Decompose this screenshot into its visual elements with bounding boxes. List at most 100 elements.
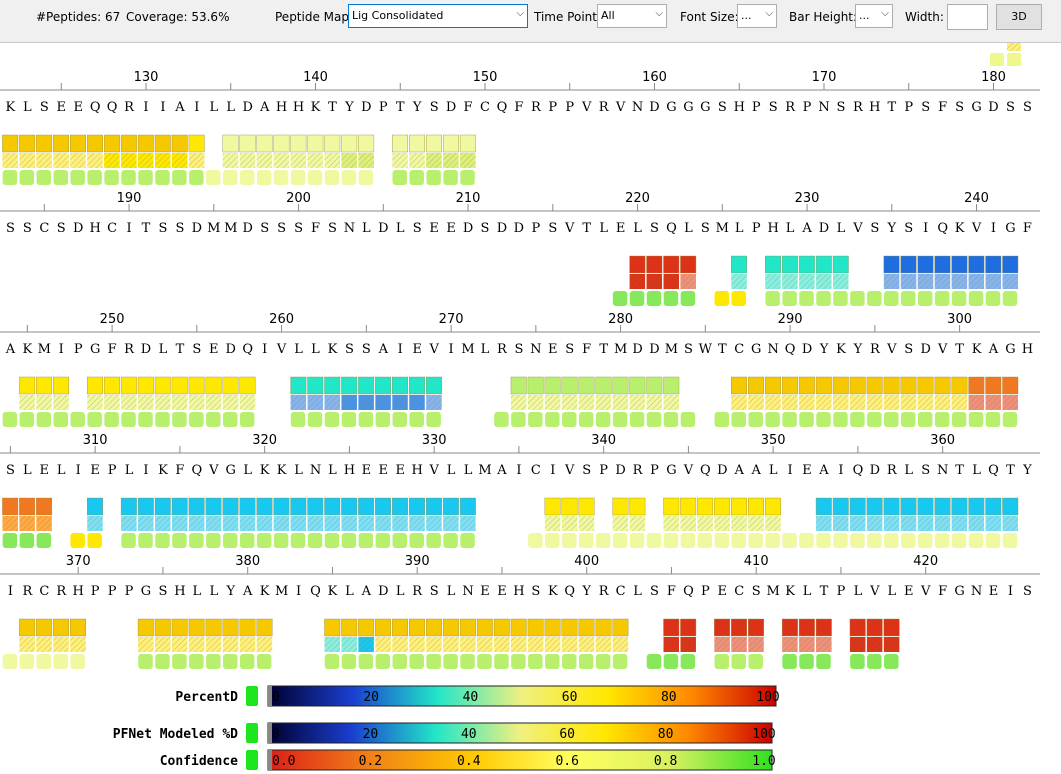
confidence-cell[interactable] bbox=[680, 533, 696, 548]
confidence-cell[interactable] bbox=[223, 654, 238, 669]
peptide-bar-cell[interactable] bbox=[171, 134, 188, 153]
confidence-cell[interactable] bbox=[748, 533, 763, 548]
peptide-bar-cell[interactable] bbox=[985, 376, 1002, 395]
peptide-bar-cell[interactable] bbox=[765, 255, 781, 274]
confidence-cell[interactable] bbox=[934, 412, 950, 427]
confidence-cell[interactable] bbox=[70, 170, 85, 185]
confidence-cell[interactable] bbox=[443, 170, 458, 185]
confidence-cell[interactable] bbox=[87, 412, 102, 427]
confidence-cell[interactable] bbox=[239, 170, 255, 185]
peptide-bar-cell[interactable] bbox=[409, 376, 425, 395]
confidence-cell[interactable] bbox=[680, 654, 696, 669]
peptide-bar-cell[interactable] bbox=[392, 376, 408, 395]
peptide-bar-cell[interactable] bbox=[442, 134, 459, 153]
3d-button[interactable]: 3D bbox=[996, 4, 1042, 30]
peptide-bar-cell[interactable] bbox=[714, 497, 731, 516]
peptide-bar-cell[interactable] bbox=[120, 376, 137, 395]
peptide-bar-cell[interactable] bbox=[934, 376, 951, 395]
confidence-cell[interactable] bbox=[663, 533, 679, 548]
confidence-cell[interactable] bbox=[172, 170, 187, 185]
confidence-cell[interactable] bbox=[1002, 291, 1018, 306]
confidence-cell[interactable] bbox=[392, 533, 408, 548]
peptide-bar-cell[interactable] bbox=[510, 376, 527, 395]
confidence-cell[interactable] bbox=[104, 412, 119, 427]
confidence-cell[interactable] bbox=[409, 654, 424, 669]
peptide-bar-cell[interactable] bbox=[883, 618, 900, 637]
confidence-cell[interactable] bbox=[782, 291, 797, 306]
peptide-bar-cell[interactable] bbox=[561, 376, 578, 395]
confidence-cell[interactable] bbox=[138, 412, 153, 427]
confidence-cell[interactable] bbox=[239, 533, 255, 548]
peptide-bar-cell[interactable] bbox=[154, 497, 171, 516]
peptide-bar-cell[interactable] bbox=[832, 497, 849, 516]
confidence-cell[interactable] bbox=[917, 533, 933, 548]
confidence-cell[interactable] bbox=[629, 412, 645, 427]
peptide-bar-cell[interactable] bbox=[646, 255, 663, 274]
confidence-cell[interactable] bbox=[206, 412, 221, 427]
confidence-cell[interactable] bbox=[595, 533, 611, 548]
peptide-bar-cell[interactable] bbox=[663, 255, 680, 274]
peptide-bar-cell[interactable] bbox=[103, 134, 120, 153]
confidence-cell[interactable] bbox=[2, 654, 18, 669]
confidence-cell[interactable] bbox=[53, 170, 69, 185]
confidence-cell[interactable] bbox=[2, 412, 18, 427]
peptide-bar-cell[interactable] bbox=[951, 497, 968, 516]
peptide-bar-cell[interactable] bbox=[731, 618, 747, 637]
peptide-bar-cell[interactable] bbox=[629, 255, 646, 274]
peptide-bar-cell[interactable] bbox=[171, 618, 188, 637]
peptide-bar-cell[interactable] bbox=[748, 618, 764, 637]
confidence-cell[interactable] bbox=[409, 170, 424, 185]
confidence-cell[interactable] bbox=[189, 170, 204, 185]
confidence-cell[interactable] bbox=[748, 654, 763, 669]
confidence-cell[interactable] bbox=[578, 654, 594, 669]
confidence-cell[interactable] bbox=[155, 654, 170, 669]
confidence-cell[interactable] bbox=[731, 533, 747, 548]
peptide-bar-cell[interactable] bbox=[866, 497, 883, 516]
confidence-cell[interactable] bbox=[612, 291, 628, 306]
confidence-cell[interactable] bbox=[2, 533, 18, 548]
confidence-cell[interactable] bbox=[460, 533, 475, 548]
confidence-cell[interactable] bbox=[494, 412, 509, 427]
confidence-cell[interactable] bbox=[121, 533, 136, 548]
peptide-bar-cell[interactable] bbox=[154, 618, 171, 637]
confidence-cell[interactable] bbox=[528, 412, 543, 427]
confidence-cell[interactable] bbox=[443, 533, 458, 548]
peptide-bar-cell[interactable] bbox=[2, 497, 19, 516]
peptide-bar-cell[interactable] bbox=[1002, 376, 1019, 395]
confidence-cell[interactable] bbox=[595, 654, 611, 669]
peptide-bar-cell[interactable] bbox=[985, 255, 1002, 274]
confidence-cell[interactable] bbox=[578, 412, 594, 427]
peptide-bar-cell[interactable] bbox=[53, 134, 69, 153]
peptide-bar-cell[interactable] bbox=[188, 497, 205, 516]
confidence-cell[interactable] bbox=[36, 170, 52, 185]
peptide-bar-cell[interactable] bbox=[629, 376, 646, 395]
confidence-cell[interactable] bbox=[816, 412, 831, 427]
confidence-cell[interactable] bbox=[901, 412, 916, 427]
confidence-cell[interactable] bbox=[392, 412, 408, 427]
confidence-cell[interactable] bbox=[562, 412, 577, 427]
confidence-cell[interactable] bbox=[341, 654, 357, 669]
confidence-cell[interactable] bbox=[172, 412, 187, 427]
peptide-bar-cell[interactable] bbox=[358, 134, 375, 153]
confidence-cell[interactable] bbox=[765, 291, 780, 306]
peptide-bar-cell[interactable] bbox=[137, 134, 154, 153]
confidence-cell[interactable] bbox=[256, 654, 272, 669]
peptide-bar-cell[interactable] bbox=[663, 618, 680, 637]
peptide-bar-cell[interactable] bbox=[341, 134, 358, 153]
confidence-cell[interactable] bbox=[714, 654, 730, 669]
confidence-cell[interactable] bbox=[545, 533, 560, 548]
confidence-cell[interactable] bbox=[511, 412, 526, 427]
confidence-cell[interactable] bbox=[290, 412, 306, 427]
peptide-bar-cell[interactable] bbox=[968, 497, 985, 516]
peptide-bar-cell[interactable] bbox=[120, 497, 137, 516]
confidence-cell[interactable] bbox=[307, 533, 323, 548]
confidence-cell[interactable] bbox=[375, 412, 391, 427]
peptide-bar-cell[interactable] bbox=[2, 134, 19, 153]
peptide-bar-cell[interactable] bbox=[409, 134, 425, 153]
peptide-bar-cell[interactable] bbox=[697, 497, 714, 516]
peptide-bar-cell[interactable] bbox=[19, 376, 36, 395]
confidence-cell[interactable] bbox=[290, 533, 306, 548]
peptide-bar-cell[interactable] bbox=[798, 618, 815, 637]
confidence-cell[interactable] bbox=[87, 170, 102, 185]
peptide-bar-cell[interactable] bbox=[765, 376, 781, 395]
